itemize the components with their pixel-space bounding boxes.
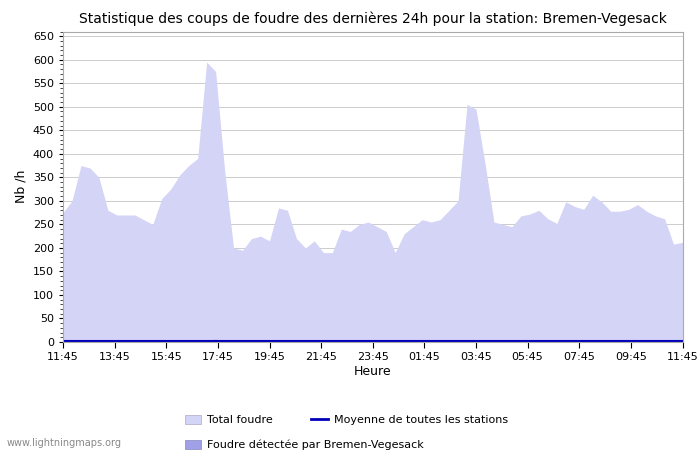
Legend: Foudre détectée par Bremen-Vegesack: Foudre détectée par Bremen-Vegesack bbox=[180, 435, 428, 450]
Y-axis label: Nb /h: Nb /h bbox=[14, 170, 27, 203]
Title: Statistique des coups de foudre des dernières 24h pour la station: Bremen-Vegesa: Statistique des coups de foudre des dern… bbox=[79, 12, 666, 26]
X-axis label: Heure: Heure bbox=[354, 365, 391, 378]
Text: www.lightningmaps.org: www.lightningmaps.org bbox=[7, 438, 122, 448]
